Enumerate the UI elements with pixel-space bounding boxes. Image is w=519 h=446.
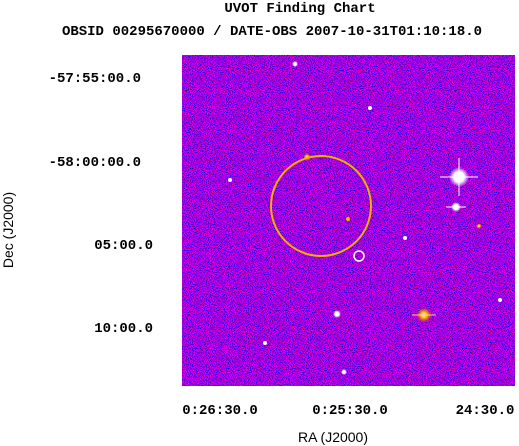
- y-axis-label: Dec (J2000): [0, 192, 16, 268]
- title: UVOT Finding Chart: [224, 1, 375, 17]
- x-axis-label: RA (J2000): [298, 429, 368, 445]
- x-tick-label: 24:30.0: [456, 403, 515, 419]
- y-tick-label: -57:55:00.0: [49, 71, 141, 87]
- y-tick-label: 10:00.0: [94, 321, 153, 337]
- x-tick-label: 0:26:30.0: [182, 403, 258, 419]
- y-tick-label: 05:00.0: [94, 238, 153, 254]
- x-tick-label: 0:25:30.0: [312, 403, 388, 419]
- subtitle: OBSID 00295670000 / DATE-OBS 2007-10-31T…: [62, 24, 482, 40]
- y-tick-label: -58:00:00.0: [49, 155, 141, 171]
- sky-image: [182, 55, 515, 386]
